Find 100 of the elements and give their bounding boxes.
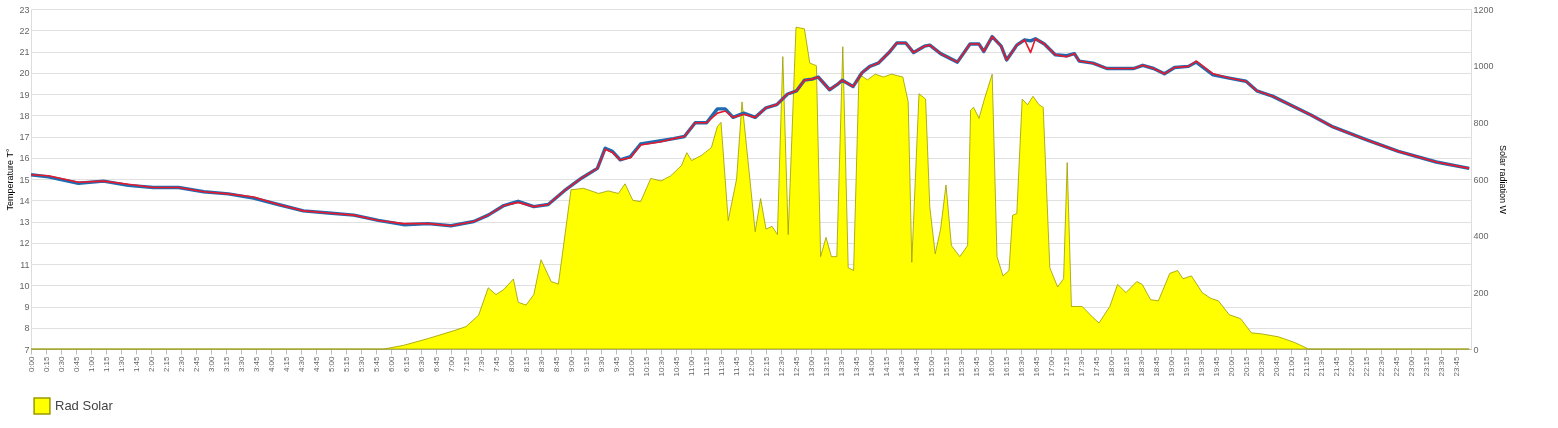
y-tick-label: 12 [19, 238, 30, 249]
x-tick-label: 1:00 [86, 355, 96, 373]
x-tick-label: 14:15 [881, 355, 891, 377]
x-tick-label: 4:15 [281, 355, 291, 373]
x-tick-label: 15:45 [971, 355, 981, 377]
x-tick-label: 5:30 [356, 355, 366, 373]
x-tick-label: 21:45 [1331, 355, 1341, 377]
y2-tick-label: 0 [1473, 344, 1479, 355]
x-tick-label: 12:00 [746, 355, 756, 377]
x-tick-label: 14:00 [866, 355, 876, 377]
x-tick-label: 16:15 [1001, 355, 1011, 377]
x-tick-label: 3:30 [236, 355, 246, 373]
x-tick-label: 4:30 [296, 355, 306, 373]
x-tick-label: 9:15 [581, 355, 591, 373]
y-tick-label: 9 [24, 302, 30, 312]
x-tick-label: 8:00 [506, 355, 516, 373]
x-tick-label: 19:45 [1211, 355, 1221, 377]
x-tick-label: 1:30 [116, 355, 126, 373]
x-tick-label: 14:45 [911, 355, 921, 377]
y-tick-label: 16 [19, 153, 30, 164]
y2-tick-label: 1000 [1473, 61, 1494, 72]
x-tick-label: 22:30 [1376, 355, 1386, 377]
x-tick-label: 22:00 [1346, 355, 1356, 377]
y-tick-label: 11 [20, 259, 30, 270]
x-tick-label: 15:15 [941, 355, 951, 377]
x-tick-label: 13:15 [821, 355, 831, 377]
y-tick-label: 22 [19, 25, 30, 36]
x-tick-label: 18:00 [1106, 355, 1116, 377]
x-tick-label: 0:00 [26, 355, 36, 373]
x-tick-label: 4:45 [311, 355, 321, 373]
y-tick-label: 20 [19, 68, 30, 79]
y2-tick-label: 600 [1473, 174, 1489, 185]
x-tick-label: 16:45 [1031, 355, 1041, 377]
x-tick-label: 22:45 [1391, 355, 1401, 377]
x-tick-label: 9:00 [566, 355, 576, 373]
x-tick-label: 1:45 [131, 355, 141, 373]
y-tick-label: 18 [19, 110, 30, 121]
y2-tick-label: 400 [1473, 231, 1489, 242]
y-tick-label: 13 [19, 217, 30, 227]
x-tick-label: 0:45 [71, 355, 81, 373]
x-tick-label: 3:15 [221, 355, 231, 373]
x-tick-label: 11:30 [716, 355, 726, 376]
x-tick-label: 12:30 [776, 355, 786, 377]
x-tick-label: 11:00 [686, 355, 696, 376]
x-tick-label: 21:15 [1301, 355, 1311, 377]
y-tick-label: 19 [19, 89, 30, 100]
x-tick-label: 18:30 [1136, 355, 1146, 377]
x-tick-label: 13:00 [806, 355, 816, 377]
x-tick-label: 6:30 [416, 355, 426, 373]
x-tick-label: 23:15 [1421, 355, 1431, 377]
x-tick-label: 5:15 [341, 355, 351, 373]
x-tick-label: 9:30 [596, 355, 606, 373]
x-tick-label: 20:45 [1271, 355, 1281, 377]
x-tick-label: 8:45 [551, 355, 561, 373]
x-tick-label: 15:30 [956, 355, 966, 377]
x-tick-label: 18:15 [1121, 355, 1131, 377]
x-tick-label: 0:15 [41, 355, 51, 373]
x-tick-label: 2:15 [161, 355, 171, 373]
y-tick-label: 7 [24, 344, 30, 355]
x-tick-label: 18:45 [1151, 355, 1161, 377]
x-tick-label: 7:00 [446, 355, 456, 373]
y2-tick-label: 1200 [1473, 4, 1494, 15]
x-tick-label: 17:45 [1091, 355, 1101, 377]
x-tick-label: 11:45 [731, 355, 741, 376]
y-tick-label: 14 [19, 195, 30, 206]
x-tick-label: 13:30 [836, 355, 846, 377]
x-tick-label: 2:30 [176, 355, 186, 373]
x-tick-label: 17:00 [1046, 355, 1056, 377]
x-tick-label: 6:45 [431, 355, 441, 373]
x-tick-label: 5:45 [371, 355, 381, 373]
x-tick-label: 6:00 [386, 355, 396, 373]
x-tick-label: 22:15 [1361, 355, 1371, 377]
x-tick-label: 19:15 [1181, 355, 1191, 377]
x-tick-label: 23:45 [1451, 355, 1461, 377]
x-tick-label: 19:00 [1166, 355, 1176, 377]
x-tick-label: 21:00 [1286, 355, 1296, 377]
x-tick-label: 7:30 [476, 355, 486, 373]
x-tick-label: 8:15 [521, 355, 531, 373]
x-tick-label: 20:15 [1241, 355, 1251, 377]
y2-tick-label: 800 [1473, 117, 1489, 128]
x-tick-label: 17:15 [1061, 355, 1071, 377]
x-tick-label: 10:30 [656, 355, 666, 377]
x-tick-label: 6:15 [401, 355, 411, 373]
x-tick-label: 10:45 [671, 355, 681, 377]
x-tick-label: 2:45 [191, 355, 201, 373]
y-tick-label: 8 [24, 323, 30, 334]
x-tick-label: 0:30 [56, 355, 66, 373]
x-tick-label: 13:45 [851, 355, 861, 377]
y2-axis-title: Solar radiation W [1497, 144, 1508, 215]
y-tick-label: 17 [19, 132, 30, 142]
x-tick-label: 11:15 [701, 355, 711, 376]
y-tick-label: 21 [19, 47, 30, 57]
y-tick-label: 15 [19, 174, 30, 185]
x-tick-label: 8:30 [536, 355, 546, 373]
x-tick-label: 23:00 [1406, 355, 1416, 377]
legend-label: Rad Solar [55, 398, 114, 413]
y2-tick-label: 200 [1473, 287, 1489, 298]
x-tick-label: 9:45 [611, 355, 621, 373]
x-tick-label: 14:30 [896, 355, 906, 377]
x-tick-label: 20:30 [1256, 355, 1266, 377]
